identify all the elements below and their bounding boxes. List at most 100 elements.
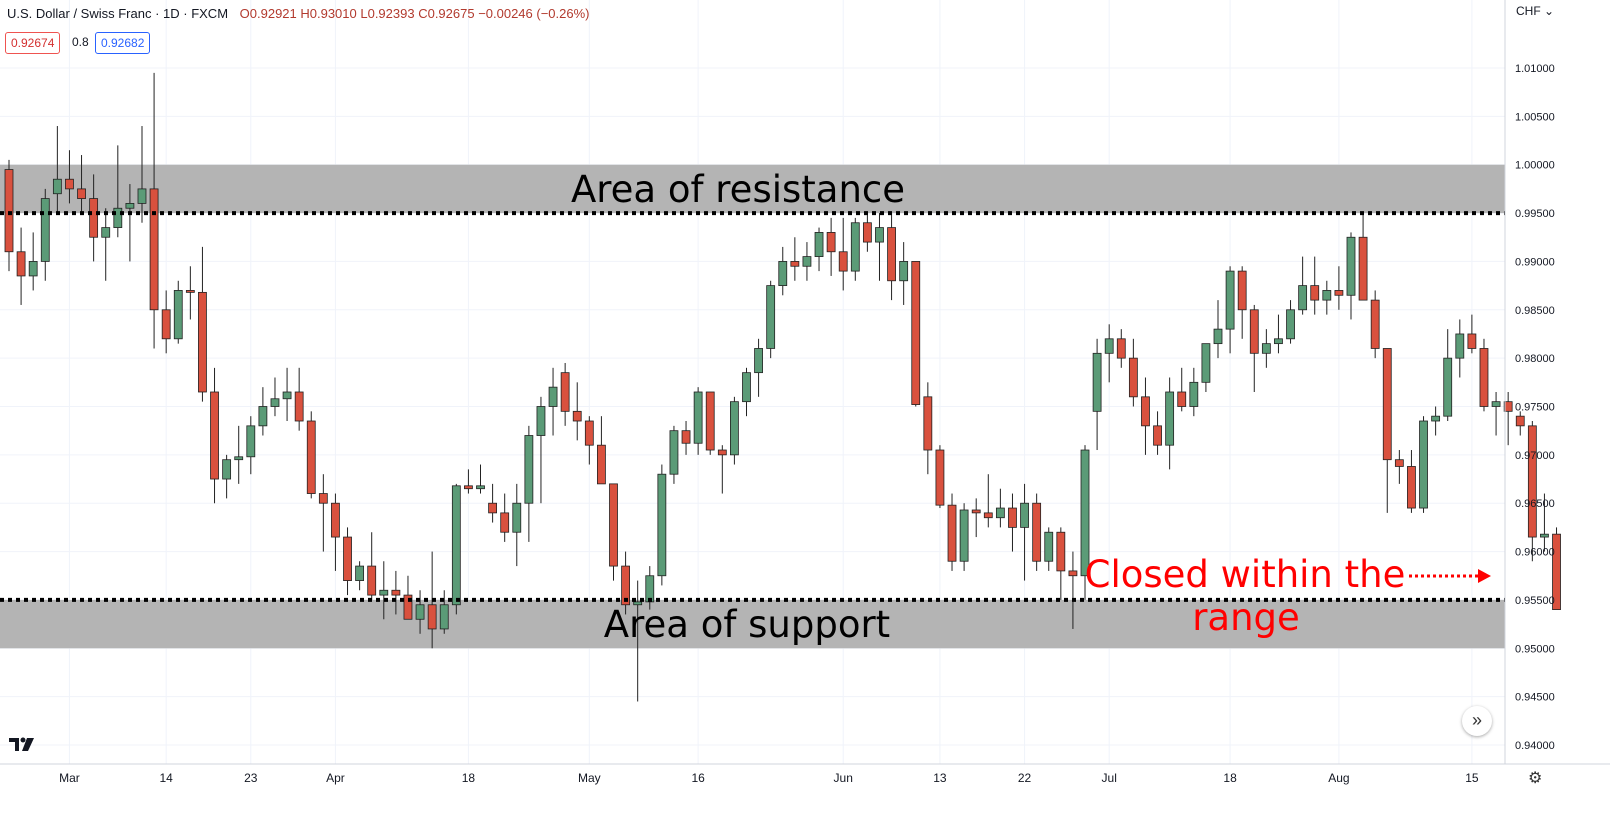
bearish-candle-body bbox=[306, 420, 316, 494]
x-tick-label: 14 bbox=[159, 771, 173, 785]
symbol-header: U.S. Dollar / Swiss Franc · 1D · FXCM O0… bbox=[7, 6, 590, 21]
bullish-candle-body bbox=[258, 406, 268, 427]
x-tick-label: Jul bbox=[1102, 771, 1117, 785]
bearish-candle-body bbox=[923, 396, 933, 451]
bullish-candle-body bbox=[875, 227, 884, 243]
candle bbox=[16, 227, 26, 305]
bearish-candle-body bbox=[597, 444, 606, 485]
candle bbox=[355, 561, 365, 591]
symbol-title[interactable]: U.S. Dollar / Swiss Franc · 1D · FXCM bbox=[7, 6, 229, 21]
candle bbox=[1552, 527, 1561, 610]
bullish-candle-body bbox=[1274, 338, 1283, 345]
arrow-right-icon bbox=[1478, 569, 1491, 583]
bullish-candle-body bbox=[476, 485, 485, 490]
x-tick-label: 18 bbox=[1223, 771, 1237, 785]
bullish-candle-body bbox=[1201, 343, 1211, 383]
candle bbox=[911, 261, 921, 407]
candle bbox=[173, 280, 183, 344]
bullish-candle-body bbox=[1165, 391, 1175, 446]
candle bbox=[306, 411, 316, 499]
bearish-candle-body bbox=[4, 169, 14, 253]
candle bbox=[415, 590, 425, 634]
bullish-candle-body bbox=[101, 227, 111, 238]
bullish-candle-body bbox=[1419, 420, 1428, 509]
x-tick-label: Mar bbox=[59, 771, 80, 785]
candle bbox=[1080, 445, 1090, 600]
candle bbox=[1177, 367, 1187, 412]
x-tick-label: 23 bbox=[244, 771, 258, 785]
bullish-candle-body bbox=[28, 261, 38, 277]
candle bbox=[161, 290, 171, 354]
bearish-candle-body bbox=[403, 594, 413, 620]
y-tick-label: 1.00000 bbox=[1515, 160, 1555, 172]
resistance-label: Area of resistance bbox=[571, 168, 905, 211]
bullish-candle-body bbox=[754, 348, 763, 374]
bearish-candle-body bbox=[427, 604, 437, 630]
annotation: Area of resistance Area of support Closed … bbox=[571, 168, 1491, 646]
candle bbox=[294, 367, 304, 431]
bullish-candle-body bbox=[730, 401, 739, 456]
candle bbox=[1515, 411, 1525, 436]
bearish-candle-body bbox=[77, 188, 86, 199]
bearish-candle-body bbox=[935, 449, 945, 506]
candle bbox=[343, 527, 352, 596]
candle bbox=[947, 493, 957, 571]
candle bbox=[246, 416, 256, 475]
bearish-candle-body bbox=[185, 290, 195, 293]
bearish-candle-body bbox=[790, 261, 800, 267]
candle bbox=[1116, 329, 1126, 368]
support-zone bbox=[0, 599, 1505, 649]
bullish-candle-body bbox=[1443, 357, 1453, 417]
candle bbox=[1334, 266, 1344, 310]
bearish-candle-body bbox=[621, 565, 630, 606]
bearish-candle-body bbox=[1407, 466, 1416, 509]
bearish-candle-body bbox=[1382, 348, 1392, 461]
candle bbox=[185, 266, 195, 320]
zone-boundary-lines bbox=[0, 211, 1505, 602]
x-tick-label: 13 bbox=[933, 771, 947, 785]
buy-price-button[interactable]: 0.92682 bbox=[95, 32, 151, 54]
candle bbox=[1261, 329, 1271, 368]
x-tick-label: 15 bbox=[1465, 771, 1479, 785]
bearish-candle-body bbox=[1116, 338, 1126, 359]
bullish-candle-body bbox=[40, 198, 50, 262]
gear-icon[interactable]: ⚙ bbox=[1528, 770, 1543, 787]
candle bbox=[983, 474, 993, 528]
bearish-candle-body bbox=[717, 449, 727, 456]
x-tick-label: Jun bbox=[834, 771, 853, 785]
bearish-candle-body bbox=[1527, 425, 1537, 538]
sell-price-button[interactable]: 0.92674 bbox=[5, 32, 61, 54]
y-tick-label: 1.00500 bbox=[1515, 111, 1555, 123]
candle bbox=[1128, 338, 1138, 407]
candle bbox=[1407, 450, 1416, 513]
bullish-candle-body bbox=[1455, 333, 1465, 359]
candle bbox=[633, 580, 643, 702]
candle bbox=[403, 575, 413, 620]
currency-selector[interactable]: CHF ⌄ bbox=[1516, 4, 1554, 18]
candle bbox=[657, 464, 667, 586]
bullish-candle-body bbox=[415, 604, 425, 620]
bullish-candle-body bbox=[693, 391, 703, 444]
candle bbox=[1274, 314, 1283, 354]
bearish-candle-body bbox=[1394, 459, 1404, 467]
candle bbox=[1213, 300, 1223, 359]
price-axis[interactable]: 0.94000 0.94500 0.95000 0.95500 0.96000 0.965… bbox=[1504, 0, 1555, 764]
bullish-candle-body bbox=[234, 456, 244, 461]
bearish-candle-body bbox=[1467, 333, 1477, 349]
candle bbox=[1503, 391, 1513, 446]
scroll-to-realtime-button[interactable]: » bbox=[1462, 706, 1492, 736]
bearish-candle-body bbox=[572, 410, 582, 422]
bullish-candle-body bbox=[850, 222, 860, 272]
grid-lines bbox=[0, 0, 1505, 764]
bearish-candle-body bbox=[1032, 502, 1042, 562]
y-tick-label: 0.98000 bbox=[1515, 353, 1555, 365]
candle bbox=[476, 464, 485, 494]
bearish-candle-body bbox=[500, 512, 510, 533]
bearish-candle-body bbox=[862, 222, 872, 243]
bearish-candle-body bbox=[1503, 401, 1513, 412]
candle bbox=[935, 445, 945, 509]
bullish-candle-body bbox=[742, 372, 751, 403]
bullish-candle-body bbox=[1225, 270, 1235, 330]
time-axis[interactable]: Mar 14 23 Apr 18 May 16 Jun 13 22 Jul 18 Aug 15 bbox=[0, 763, 1610, 785]
